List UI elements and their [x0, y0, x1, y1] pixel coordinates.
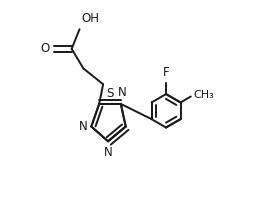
Text: O: O: [40, 42, 50, 55]
Text: N: N: [79, 120, 88, 133]
Text: S: S: [106, 87, 114, 100]
Text: N: N: [104, 146, 112, 159]
Text: F: F: [163, 66, 169, 79]
Text: N: N: [117, 86, 126, 99]
Text: OH: OH: [81, 12, 100, 25]
Text: CH₃: CH₃: [194, 89, 215, 100]
